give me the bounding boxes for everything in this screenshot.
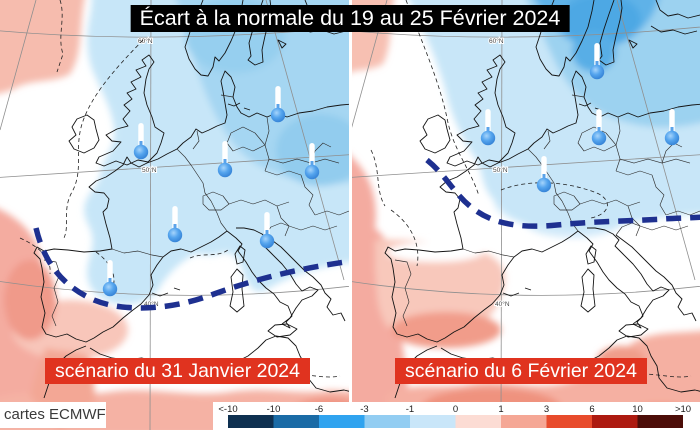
cold-front-line-right [425, 157, 700, 229]
legend-ticks: <-10 -10 -6 -3 -1 0 1 3 6 10 >10 [218, 404, 691, 415]
legend-tick: -3 [360, 404, 368, 415]
legend-color-segment [410, 415, 456, 428]
legend-color-segment [546, 415, 592, 428]
scenario-label-right: scénario du 6 Février 2024 [395, 358, 647, 384]
legend-color-segment [592, 415, 638, 428]
legend-color-segment [455, 415, 501, 428]
cold-front-line-left [33, 227, 349, 311]
legend-tick: <-10 [218, 404, 237, 415]
map-credit: cartes ECMWF [0, 402, 106, 428]
scenario-label-left: scénario du 31 Janvier 2024 [45, 358, 310, 384]
legend-color-segment [319, 415, 365, 428]
legend-tick: 3 [544, 404, 549, 415]
map-title: Écart à la normale du 19 au 25 Février 2… [130, 5, 570, 32]
color-scale-legend: <-10 -10 -6 -3 -1 0 1 3 6 10 >10 [213, 402, 700, 430]
legend-color-segment [501, 415, 547, 428]
legend-tick: 0 [453, 404, 458, 415]
legend-color-segment [228, 415, 274, 428]
panel-divider [349, 0, 352, 430]
legend-tick: -1 [406, 404, 414, 415]
legend-tick: 10 [632, 404, 643, 415]
legend-tick: >10 [675, 404, 691, 415]
legend-tick: -6 [315, 404, 323, 415]
legend-color-segment [273, 415, 319, 428]
legend-tick: -10 [267, 404, 281, 415]
legend-color-segment [364, 415, 410, 428]
legend-color-bar [228, 415, 683, 428]
legend-tick: 1 [498, 404, 503, 415]
legend-tick: 6 [589, 404, 594, 415]
legend-color-segment [637, 415, 683, 428]
